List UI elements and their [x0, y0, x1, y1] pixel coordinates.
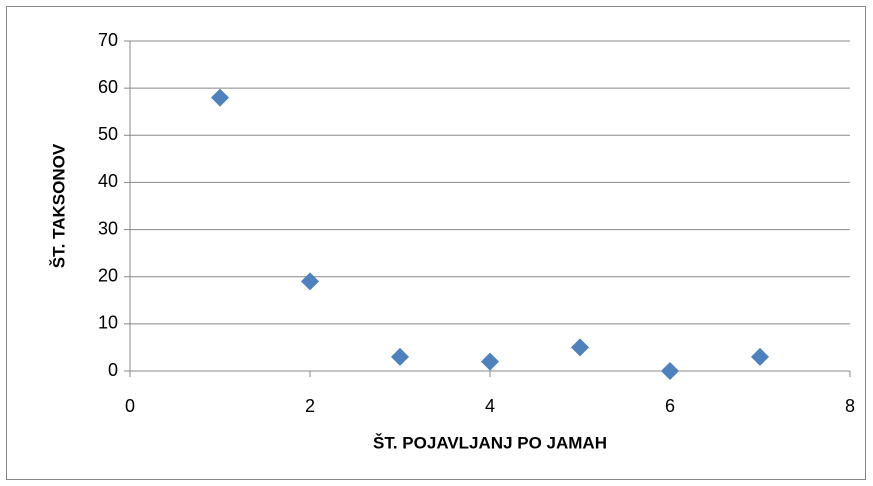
x-tick-label: 4 — [485, 396, 495, 416]
y-tick-label: 50 — [98, 124, 118, 144]
y-tick-label: 10 — [98, 313, 118, 333]
x-tick-label: 8 — [845, 396, 855, 416]
x-tick-label: 2 — [305, 396, 315, 416]
x-tick-label: 0 — [125, 396, 135, 416]
y-tick-label: 0 — [108, 360, 118, 380]
point — [481, 352, 499, 371]
point — [301, 272, 319, 291]
y-tick-label: 30 — [98, 218, 118, 238]
y-tick-label: 40 — [98, 171, 118, 191]
x-axis-title: ŠT. POJAVLJANJ PO JAMAH — [373, 433, 607, 452]
point — [661, 362, 679, 380]
y-tick-label: 60 — [98, 77, 118, 97]
point — [391, 347, 409, 366]
point — [571, 338, 589, 357]
point — [211, 88, 229, 107]
chart-border — [6, 6, 866, 480]
y-tick-label: 70 — [98, 30, 118, 50]
x-tick-label: 6 — [665, 396, 675, 416]
y-axis-title: ŠT. TAKSONOV — [49, 143, 68, 268]
point — [751, 347, 769, 366]
y-tick-label: 20 — [98, 265, 118, 285]
